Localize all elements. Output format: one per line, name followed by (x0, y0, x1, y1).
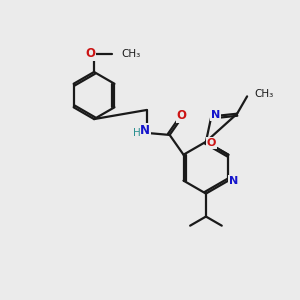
Text: O: O (207, 138, 216, 148)
Text: CH₃: CH₃ (122, 49, 141, 59)
Text: O: O (177, 109, 187, 122)
Text: CH₃: CH₃ (254, 89, 274, 99)
Text: N: N (140, 124, 150, 137)
Text: H: H (133, 128, 140, 138)
Text: O: O (85, 47, 95, 60)
Text: N: N (211, 110, 220, 120)
Text: N: N (229, 176, 238, 186)
